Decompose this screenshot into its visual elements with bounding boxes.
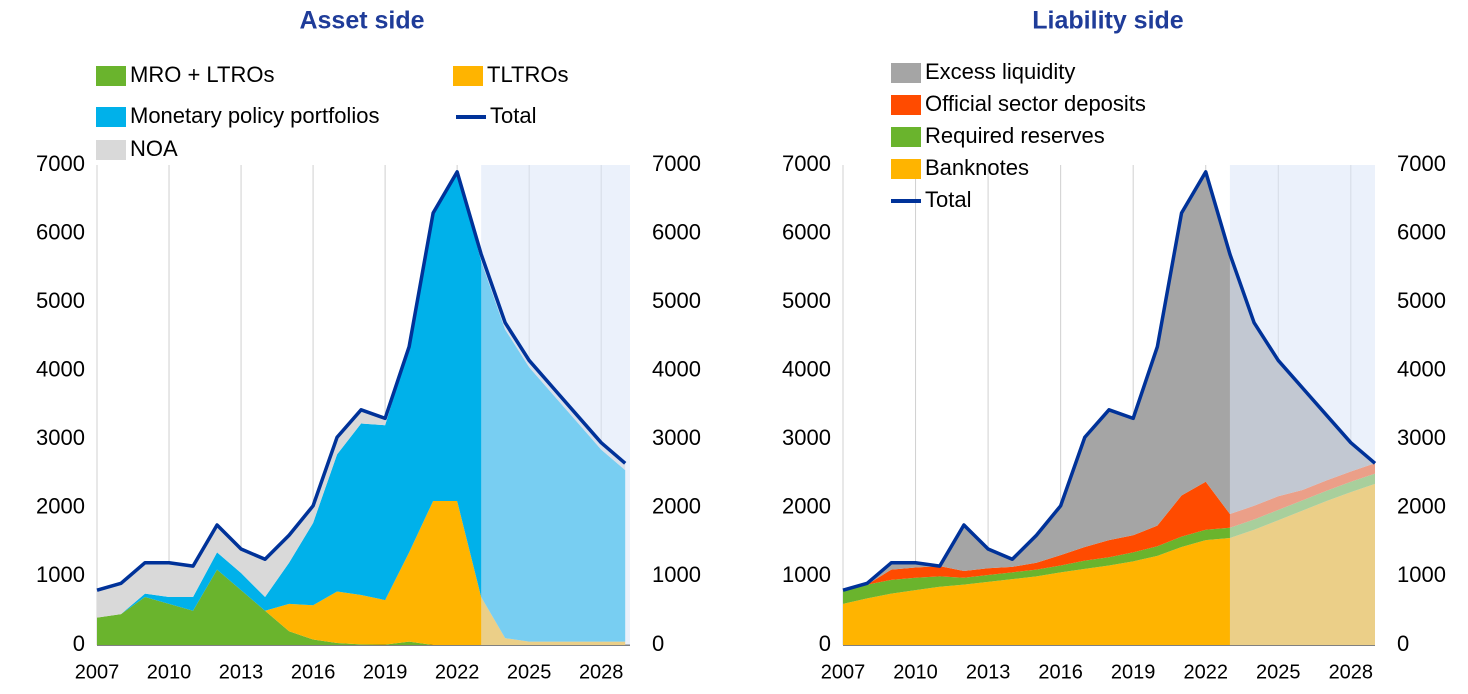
x-tick-label: 2028 (579, 661, 624, 683)
legend-label: Total (925, 187, 971, 212)
projection-shade (481, 165, 630, 645)
legend-swatch (96, 66, 126, 86)
y-tick-label: 2000 (782, 494, 831, 519)
y-tick-label: 4000 (782, 357, 831, 382)
line (96, 170, 627, 592)
area (97, 569, 626, 645)
y2-tick-label: 0 (652, 631, 664, 656)
legend-label: Excess liquidity (925, 59, 1075, 84)
y-tick-label: 5000 (782, 288, 831, 313)
y-tick-label: 3000 (36, 425, 85, 450)
x-tick-label: 2022 (435, 661, 480, 683)
y2-tick-label: 6000 (652, 219, 701, 244)
y2-tick-label: 2000 (1397, 494, 1446, 519)
x-tick-label: 2019 (363, 661, 408, 683)
chart-title: Asset side (299, 7, 424, 35)
legend-label: TLTROs (487, 62, 568, 87)
y-tick-label: 0 (819, 631, 831, 656)
x-tick-label: 2010 (147, 661, 192, 683)
y2-tick-label: 1000 (652, 562, 701, 587)
y2-tick-label: 4000 (1397, 357, 1446, 382)
legend-swatch (96, 107, 126, 127)
x-tick-label: 2016 (1038, 661, 1083, 683)
legend-label: NOA (130, 136, 178, 161)
y2-tick-label: 1000 (1397, 562, 1446, 587)
x-tick-label: 2016 (291, 661, 336, 683)
y2-tick-label: 7000 (652, 151, 701, 176)
x-tick-label: 2022 (1183, 661, 1228, 683)
y2-tick-label: 3000 (1397, 425, 1446, 450)
legend-label: MRO + LTROs (130, 62, 274, 87)
y-tick-label: 3000 (782, 425, 831, 450)
x-tick-label: 2025 (1256, 661, 1301, 683)
y2-tick-label: 2000 (652, 494, 701, 519)
legend-label: Banknotes (925, 155, 1029, 180)
y-tick-label: 6000 (782, 219, 831, 244)
y-tick-label: 5000 (36, 288, 85, 313)
x-tick-label: 2028 (1329, 661, 1374, 683)
projection-shade (1229, 165, 1375, 645)
area (97, 501, 626, 645)
x-tick-label: 2013 (219, 661, 264, 683)
legend-swatch (891, 127, 921, 147)
legend-label: Total (490, 103, 536, 128)
x-tick-label: 2025 (507, 661, 552, 683)
legend-swatch (96, 140, 126, 160)
x-tick-label: 2010 (893, 661, 938, 683)
area (843, 463, 1375, 591)
legend-label: Monetary policy portfolios (130, 103, 379, 128)
y2-tick-label: 7000 (1397, 151, 1446, 176)
y-tick-label: 7000 (36, 151, 85, 176)
x-tick-label: 2013 (966, 661, 1011, 683)
x-tick-label: 2007 (821, 661, 866, 683)
chart-title: Liability side (1032, 7, 1184, 35)
y2-tick-label: 0 (1397, 631, 1409, 656)
legend-label: Official sector deposits (925, 91, 1146, 116)
y-tick-label: 1000 (36, 562, 85, 587)
legend-swatch (891, 63, 921, 83)
y2-tick-label: 3000 (652, 425, 701, 450)
legend-swatch (891, 159, 921, 179)
y-tick-label: 0 (73, 631, 85, 656)
y2-tick-label: 5000 (652, 288, 701, 313)
y-tick-label: 6000 (36, 219, 85, 244)
x-tick-label: 2007 (75, 661, 120, 683)
y-tick-label: 1000 (782, 562, 831, 587)
y2-tick-label: 6000 (1397, 219, 1446, 244)
y-tick-label: 7000 (782, 151, 831, 176)
legend-swatch (453, 66, 483, 86)
x-tick-label: 2019 (1111, 661, 1156, 683)
y2-tick-label: 5000 (1397, 288, 1446, 313)
area (843, 473, 1375, 604)
area (97, 171, 626, 618)
y-tick-label: 4000 (36, 357, 85, 382)
legend-label: Required reserves (925, 123, 1105, 148)
y2-tick-label: 4000 (652, 357, 701, 382)
line (842, 170, 1377, 592)
y-tick-label: 2000 (36, 494, 85, 519)
legend-swatch (891, 95, 921, 115)
